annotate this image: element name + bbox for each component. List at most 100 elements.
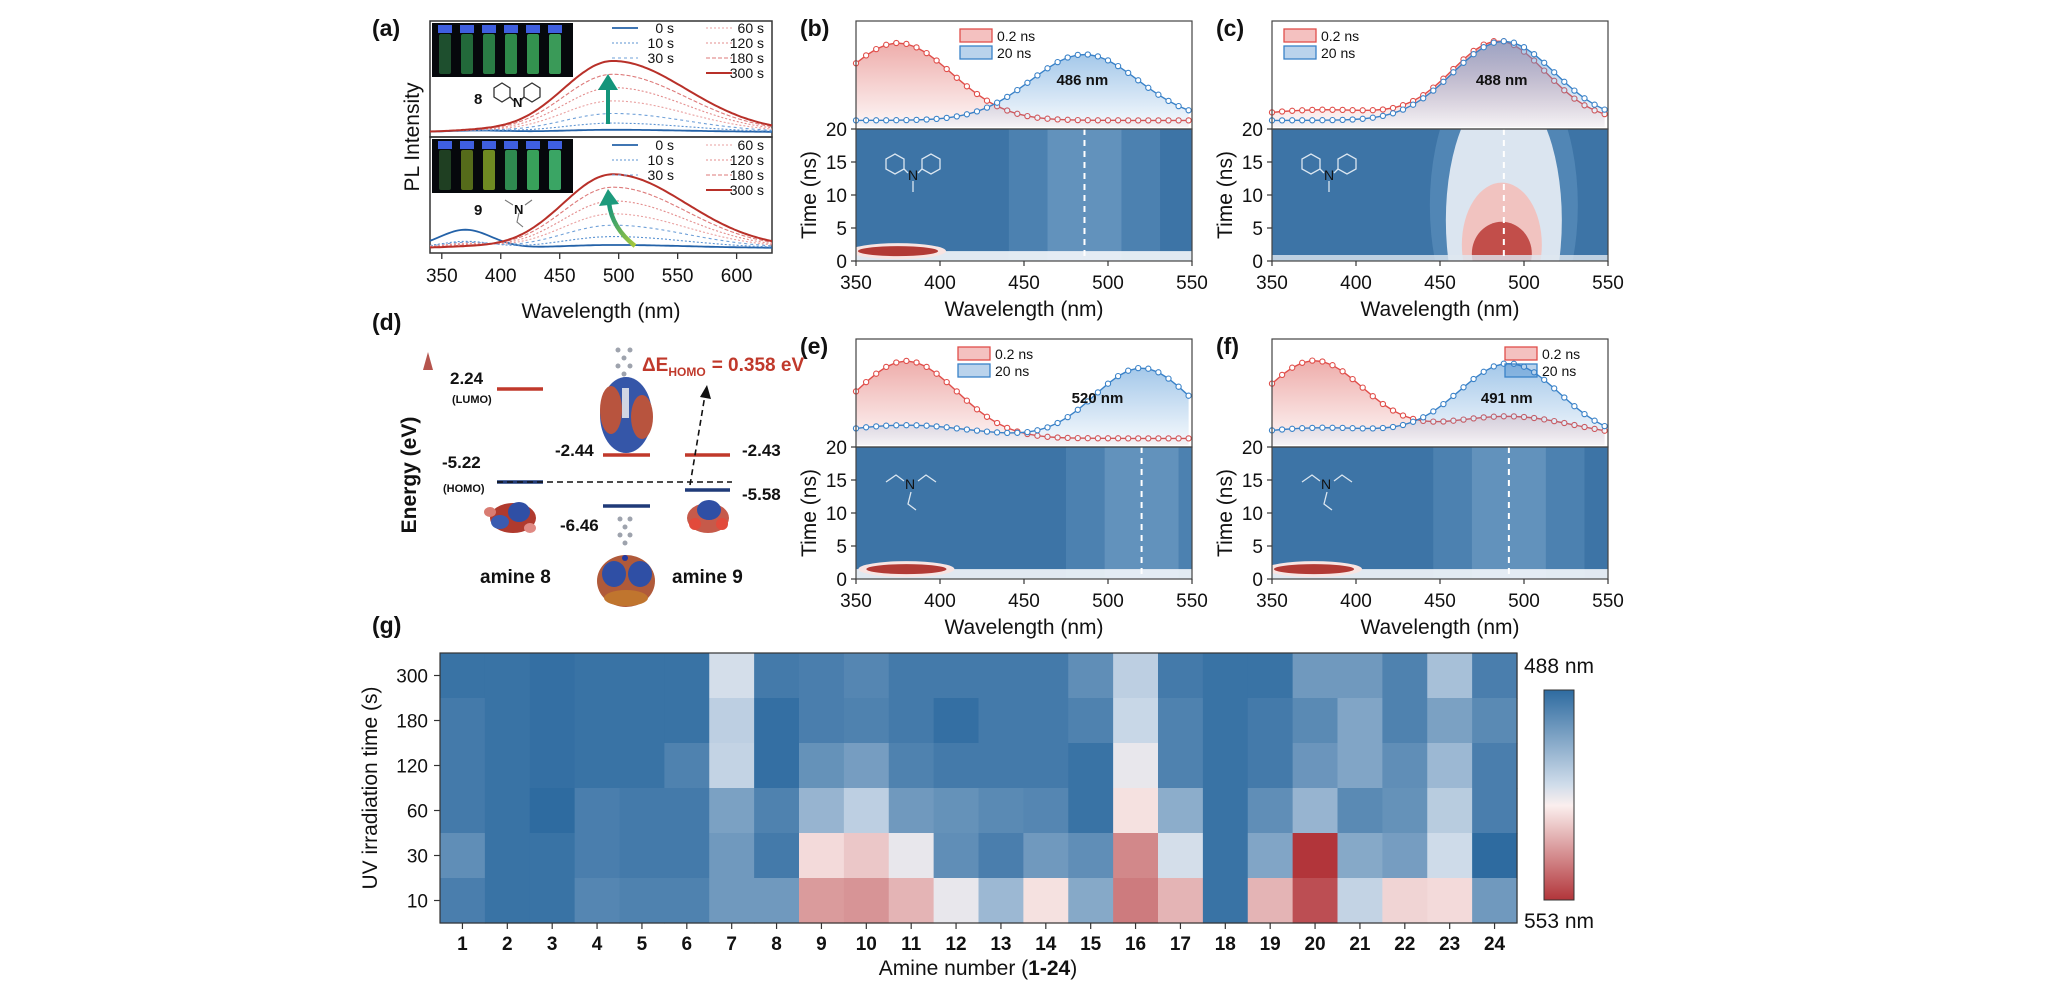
heatmap-cell: [664, 833, 710, 879]
vial-cap: [460, 141, 474, 149]
x-tick-label: 500: [1092, 591, 1124, 612]
delta-arrow-head-icon: [700, 385, 711, 399]
x-tick-label: 14: [1035, 934, 1057, 955]
spectrum-point-blue: [1054, 419, 1061, 427]
series-line-0s: [429, 128, 772, 133]
heatmap-cell: [933, 743, 980, 789]
heatmap-cell: [1382, 878, 1428, 924]
heatmap-cell: [933, 878, 980, 924]
spectrum-point-red: [1369, 107, 1376, 114]
spectrum-point-blue: [1114, 62, 1122, 70]
series-line-10s: [429, 122, 773, 133]
structure-overlay-icon: [885, 153, 941, 192]
heatmap-cell: [1158, 878, 1204, 924]
spectrum-point-red: [963, 397, 971, 404]
legend-label: 0.2 ns: [1321, 28, 1359, 44]
legend-label: 60 s: [738, 20, 764, 36]
emission-band: [1066, 447, 1192, 579]
energy-amine9-homo: -5.58: [742, 485, 781, 504]
heatmap-cell: [709, 878, 755, 924]
spectrum-point-blue: [1309, 424, 1316, 432]
spectrum-point-blue: [1185, 392, 1192, 399]
y-axis-label: Time (ns): [1214, 151, 1237, 239]
spectrum-point-red: [1369, 393, 1376, 400]
x-tick-label: 450: [1008, 273, 1040, 294]
spectrum-point-blue: [1175, 383, 1182, 390]
heatmap-cell: [1427, 788, 1473, 834]
series-line-300s: [429, 60, 773, 133]
heatmap-cell: [1247, 698, 1294, 744]
legend-label: 20 ns: [1321, 45, 1355, 61]
spectrum-point-blue: [1420, 95, 1427, 102]
spectrum-point-blue: [1145, 365, 1152, 372]
spectrum-point-blue: [1409, 101, 1417, 108]
spectrum-point-red: [1278, 371, 1286, 379]
heatmap-cell: [754, 743, 800, 789]
heatmap-cell: [799, 698, 845, 744]
early-band: [856, 569, 1192, 579]
heatmap-cell: [1382, 788, 1428, 834]
y-tick-label: 15: [826, 153, 847, 174]
spectrum-point-blue: [943, 424, 950, 431]
spectrum-point-blue: [1004, 429, 1011, 437]
spectrum-point-red: [1299, 107, 1306, 114]
spectrum-point-blue: [1460, 384, 1467, 391]
spectrum-point-blue: [913, 116, 920, 124]
spectrum-point-red: [1278, 108, 1286, 115]
y-tick-label: 20: [1242, 438, 1263, 459]
spectrum-point-red: [953, 388, 960, 395]
delta-e-subscript: HOMO: [668, 365, 705, 379]
spectrum-point-blue: [1581, 410, 1588, 418]
y-tick-label: 20: [1242, 120, 1263, 141]
heatmap-cell: [1382, 698, 1428, 744]
spectrum-point-red: [1329, 362, 1336, 369]
spectrum-point-blue: [1044, 424, 1051, 431]
y-tick-label: 5: [1252, 537, 1263, 558]
heatmap-cell: [1113, 878, 1159, 924]
vial-body: [527, 34, 539, 74]
series-lines-compound-8: [429, 60, 773, 133]
legend-swatch: [1283, 28, 1317, 43]
heatmap-cell: [843, 653, 890, 699]
spectrum-point-red: [963, 83, 971, 90]
spectrum-point-blue: [973, 108, 981, 115]
vial-body: [439, 34, 451, 74]
heatmap-cell: [1337, 653, 1383, 699]
x-axis-label: Wavelength (nm): [1360, 616, 1519, 639]
spectrum-point-blue: [1490, 363, 1497, 370]
heatmap-cell: [754, 788, 800, 834]
heatmap-cell: [1068, 788, 1114, 834]
early-band: [856, 251, 1192, 261]
heatmap-cell: [1247, 833, 1294, 879]
heatmap-cell: [619, 878, 665, 924]
early-band: [1272, 569, 1608, 579]
colorbar-bottom-label: 553 nm: [1524, 910, 1594, 933]
spectrum-point-red: [1359, 384, 1366, 391]
spectrum-point-blue: [1389, 423, 1397, 431]
colorbar-top-label: 488 nm: [1524, 655, 1594, 678]
x-tick-label: 450: [1424, 591, 1456, 612]
spectrum-point-red: [883, 41, 890, 48]
spectrum-point-blue: [1440, 78, 1447, 85]
spectrum-point-blue: [1299, 425, 1306, 432]
vial-body: [505, 150, 517, 190]
spectrum-point-blue: [1339, 424, 1346, 432]
series-lines-compound-9: [429, 173, 773, 249]
label-lumo: (LUMO): [452, 394, 492, 406]
fast-emission: [866, 564, 947, 575]
y-tick-label: 120: [396, 757, 428, 778]
spectrum-point-blue: [1104, 380, 1112, 387]
heatmap-cell: [1068, 743, 1114, 789]
heatmap-background: [856, 447, 1192, 579]
x-tick-label: 400: [924, 591, 956, 612]
heatmap-y-axis-label: UV irradiation time (s): [359, 686, 382, 889]
spectrum-point-blue: [1369, 425, 1376, 432]
heatmap-cell: [529, 743, 576, 789]
energy-amine8-lumo: 2.24: [450, 369, 484, 388]
heatmap-cell: [664, 743, 710, 789]
x-tick-label: 550: [1176, 273, 1208, 294]
legend-label: 180 s: [730, 50, 764, 66]
